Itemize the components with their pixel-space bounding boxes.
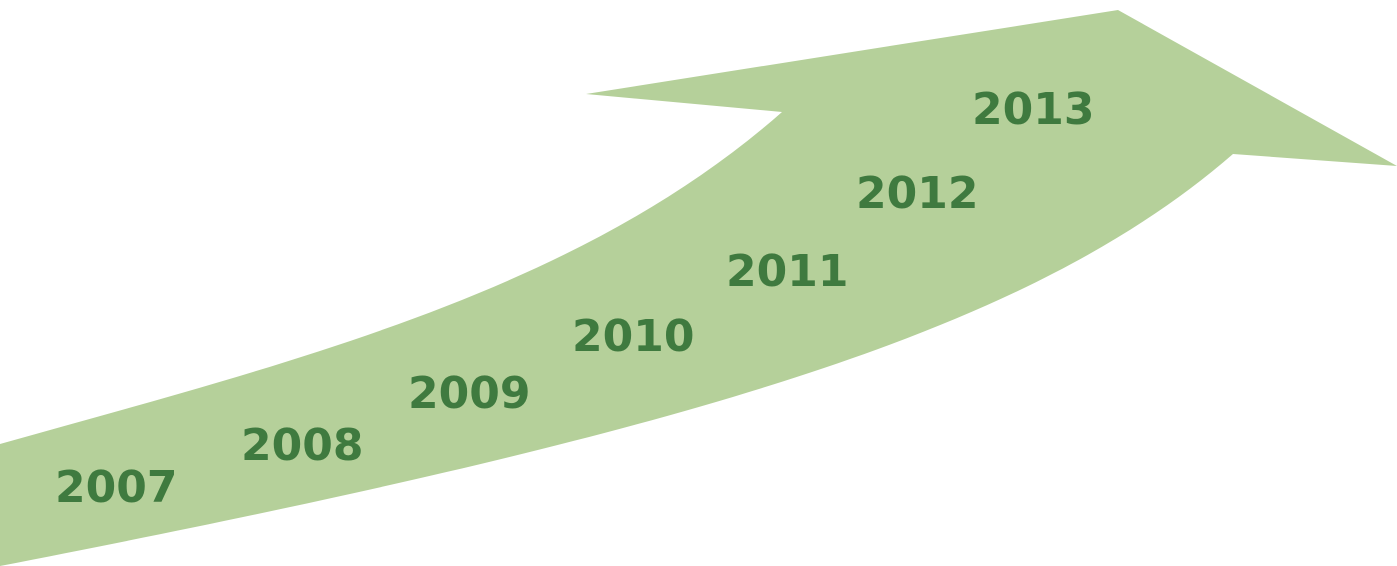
year-label-2012: 2012 (856, 168, 979, 219)
year-label-2010: 2010 (572, 311, 695, 362)
year-label-2007: 2007 (55, 462, 178, 513)
year-label-2013: 2013 (972, 84, 1095, 135)
year-label-2011: 2011 (726, 246, 849, 297)
year-label-2008: 2008 (241, 420, 364, 471)
year-label-2009: 2009 (408, 368, 531, 419)
